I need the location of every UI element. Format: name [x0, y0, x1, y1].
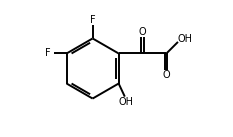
Text: F: F	[45, 48, 51, 58]
Text: O: O	[163, 70, 170, 80]
Text: OH: OH	[177, 34, 192, 44]
Text: OH: OH	[118, 97, 133, 107]
Text: O: O	[139, 27, 146, 37]
Text: F: F	[90, 15, 96, 25]
